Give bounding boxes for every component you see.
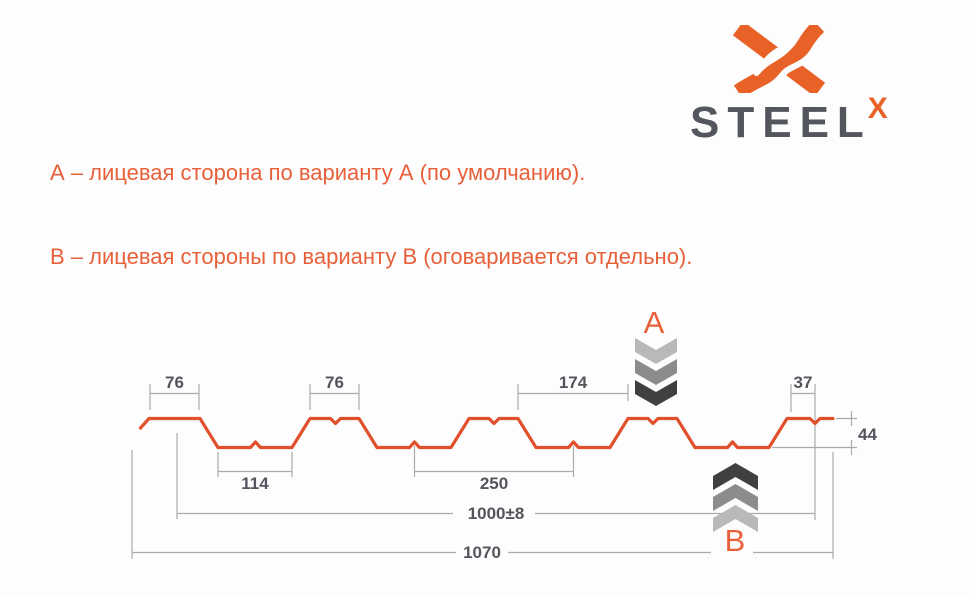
chevrons-down-icon (635, 338, 677, 406)
dim-top-gap: 174 (559, 373, 588, 392)
label-variant-b: В (725, 523, 746, 558)
dim-top-flange-2: 76 (325, 373, 344, 392)
dim-valley: 114 (241, 474, 269, 493)
dimension-lines (131, 384, 857, 559)
sheet-profile-line (138, 416, 835, 450)
label-variant-a: А (644, 305, 665, 340)
logo-brand-text: STEEL (690, 98, 872, 147)
dim-overall-width: 1070 (463, 543, 501, 562)
note-variant-b: В – лицевая стороны по варианту В (огова… (50, 244, 693, 269)
dim-height: 44 (858, 425, 877, 444)
logo-wordmark: STEEL X (690, 94, 888, 147)
dim-pitch: 250 (480, 474, 508, 493)
steelx-logo-icon (733, 25, 825, 93)
logo-sup-x: X (867, 92, 888, 125)
note-variant-a: А – лицевая сторона по варианту А (по ум… (50, 160, 586, 185)
dim-cover-width: 1000±8 (468, 504, 525, 523)
chevrons-up-icon (713, 463, 758, 532)
dim-top-flange-1: 76 (165, 373, 184, 392)
dim-top-end: 37 (794, 373, 813, 392)
